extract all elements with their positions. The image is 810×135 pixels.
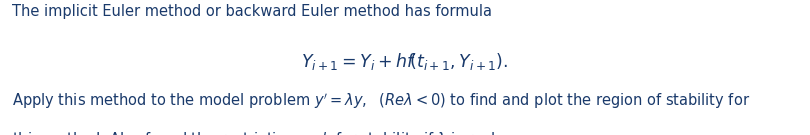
Text: this method. Also found the restriction on $h$ for stability if $\lambda$ is rea: this method. Also found the restriction … — [12, 130, 500, 135]
Text: $Y_{i+1} = Y_i + hf\!\left(t_{i+1},Y_{i+1}\right).$: $Y_{i+1} = Y_i + hf\!\left(t_{i+1},Y_{i+… — [301, 51, 509, 72]
Text: Apply this method to the model problem $y' = \lambda y,$  $\left(Re\lambda < 0\r: Apply this method to the model problem $… — [12, 92, 750, 111]
Text: The implicit Euler method or backward Euler method has formula: The implicit Euler method or backward Eu… — [12, 4, 492, 19]
